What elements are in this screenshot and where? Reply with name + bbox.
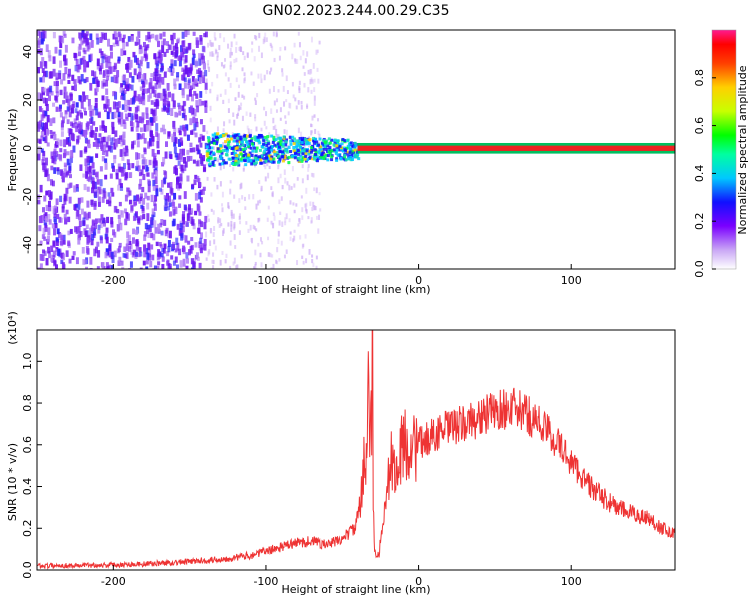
spectrogram-x-tick-label: 0 bbox=[415, 274, 422, 287]
carrier-band-core bbox=[357, 145, 675, 151]
spectrogram-y-tick-label: -20 bbox=[21, 188, 34, 206]
snr-y-multiplier: (x10⁴) bbox=[6, 311, 19, 345]
spectrogram-x-tick-label: 100 bbox=[561, 274, 582, 287]
chart-title: GN02.2023.244.00.29.C35 bbox=[263, 3, 450, 19]
snr-y-axis-label: SNR (10 * v/v) bbox=[6, 443, 19, 521]
spectrogram-heatmap bbox=[37, 30, 675, 269]
spectrogram-y-tick-label: -40 bbox=[21, 236, 34, 254]
colorbar-label: Normalized spectral amplitude bbox=[736, 65, 749, 234]
snr-x-axis-label: Height of straight line (km) bbox=[281, 583, 430, 596]
colorbar-gradient bbox=[712, 30, 736, 269]
snr-frame bbox=[36, 329, 676, 571]
snr-x-tick-label: 100 bbox=[561, 575, 582, 588]
snr-y-tick-label: 0.2 bbox=[21, 520, 34, 538]
snr-panel: -200 -100 0 100 0.0 0.2 0.4 0.6 0.8 1.0 Height o… bbox=[6, 311, 676, 596]
colorbar-tick-label: 0.6 bbox=[693, 117, 706, 135]
spectrogram-x-tick-label: -200 bbox=[101, 274, 126, 287]
snr-y-tick-label: 0.8 bbox=[21, 394, 34, 412]
spectrogram-y-tick-label: 40 bbox=[21, 45, 34, 59]
spectrogram-y-tick-label: 0 bbox=[21, 145, 34, 152]
snr-y-tick-label: 1.0 bbox=[21, 353, 34, 371]
snr-y-tick-label: 0.0 bbox=[21, 561, 34, 579]
colorbar-tick-label: 0.2 bbox=[693, 212, 706, 230]
snr-y-tick-label: 0.4 bbox=[21, 478, 34, 496]
spectrogram-y-axis-label: Frequency (Hz) bbox=[6, 109, 19, 192]
snr-y-tick-label: 0.6 bbox=[21, 436, 34, 454]
snr-x-tick-label: 0 bbox=[415, 575, 422, 588]
snr-x-tick-label: -200 bbox=[101, 575, 126, 588]
spectrogram-frame bbox=[36, 29, 676, 270]
spectrogram-x-tick-label: -100 bbox=[253, 274, 278, 287]
snr-x-tick-label: -100 bbox=[253, 575, 278, 588]
colorbar-frame bbox=[711, 29, 737, 270]
colorbar-tick-label: 0.0 bbox=[693, 260, 706, 278]
colorbar-tick-label: 0.8 bbox=[693, 69, 706, 87]
spectrogram-y-tick-label: 20 bbox=[21, 93, 34, 107]
colorbar: 0.0 0.2 0.4 0.6 0.8 Normalized spectral ampl… bbox=[693, 29, 749, 278]
snr-series-line bbox=[37, 330, 675, 570]
snr-plot-area bbox=[37, 330, 675, 570]
spectrogram-x-axis-label: Height of straight line (km) bbox=[281, 283, 430, 296]
colorbar-tick-label: 0.4 bbox=[693, 165, 706, 183]
